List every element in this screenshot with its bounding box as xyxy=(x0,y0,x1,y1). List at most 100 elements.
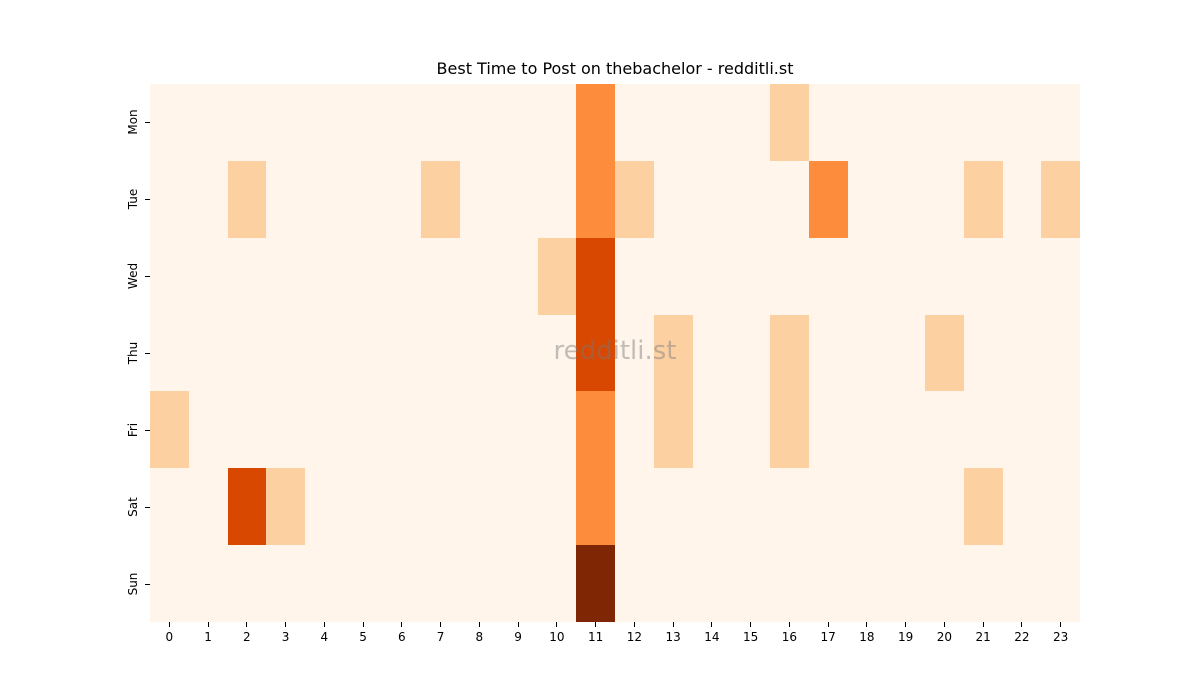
heatmap-cell xyxy=(266,468,305,546)
x-tick-label: 16 xyxy=(781,630,798,644)
heatmap-cell xyxy=(305,160,344,238)
x-tick: 19 xyxy=(886,622,926,644)
heatmap-cell xyxy=(188,545,228,622)
heatmap-cell xyxy=(963,314,1003,392)
heatmap-cell xyxy=(1002,84,1042,161)
heatmap-cell xyxy=(653,237,693,315)
heatmap-cell xyxy=(770,545,809,622)
y-tick-label: Sun xyxy=(126,572,140,595)
heatmap-cell xyxy=(537,237,577,315)
heatmap-cell xyxy=(1041,545,1080,622)
heatmap-cell xyxy=(692,84,732,161)
x-tick: 6 xyxy=(382,622,422,644)
heatmap-cell xyxy=(498,468,538,546)
heatmap-cell xyxy=(382,314,422,392)
heatmap-cell xyxy=(266,84,305,161)
heatmap-cell xyxy=(305,84,344,161)
x-tick: 2 xyxy=(227,622,267,644)
heatmap-cell xyxy=(847,468,887,546)
x-tick-label: 21 xyxy=(975,630,991,644)
heatmap-cell xyxy=(460,391,499,469)
y-tick: Tue xyxy=(110,189,150,210)
x-tick: 18 xyxy=(847,622,887,644)
y-tick: Sat xyxy=(110,497,150,517)
x-tick: 22 xyxy=(1002,622,1042,644)
heatmap-cell xyxy=(421,84,460,161)
x-tick: 1 xyxy=(188,622,228,644)
x-tick-label: 9 xyxy=(514,630,522,644)
heatmap-cell xyxy=(731,391,770,469)
heatmap-cell xyxy=(886,391,925,469)
heatmap-cell xyxy=(1041,391,1080,469)
heatmap-cell xyxy=(150,391,189,469)
heatmap-cell xyxy=(421,391,460,469)
x-tick-label: 5 xyxy=(359,630,367,644)
heatmap-cell xyxy=(305,237,344,315)
heatmap-cell xyxy=(731,314,770,392)
heatmap-cell xyxy=(770,160,809,238)
heatmap-cell xyxy=(576,545,615,622)
heatmap-cell xyxy=(963,84,1003,161)
heatmap-cell xyxy=(150,468,189,546)
x-tick: 20 xyxy=(924,622,964,644)
heatmap-cell xyxy=(343,391,383,469)
heatmap-cell xyxy=(808,314,848,392)
heatmap-cell xyxy=(1002,314,1042,392)
heatmap-cell xyxy=(305,468,344,546)
heatmap-cell xyxy=(731,84,770,161)
heatmap-cell xyxy=(963,468,1003,546)
x-tick-label: 12 xyxy=(626,630,643,644)
heatmap-cell xyxy=(343,468,383,546)
heatmap-cell xyxy=(692,391,732,469)
heatmap-cell xyxy=(266,160,305,238)
heatmap-cell xyxy=(615,468,654,546)
heatmap-cell xyxy=(1041,468,1080,546)
heatmap-cell xyxy=(382,391,422,469)
heatmap-cell xyxy=(847,391,887,469)
x-tick: 8 xyxy=(459,622,499,644)
x-tick-label: 2 xyxy=(243,630,251,644)
heatmap-cell xyxy=(886,545,925,622)
heatmap-cell xyxy=(227,391,267,469)
x-tick-label: 6 xyxy=(398,630,406,644)
x-tick-label: 0 xyxy=(165,630,174,644)
x-tick: 10 xyxy=(537,622,577,644)
heatmap-cell xyxy=(188,84,228,161)
heatmap-cell xyxy=(615,84,654,161)
heatmap-cell xyxy=(421,160,460,238)
x-tick-label: 17 xyxy=(820,630,836,644)
x-tick-label: 19 xyxy=(897,630,914,644)
heatmap-cell xyxy=(188,237,228,315)
heatmap-cell xyxy=(925,237,964,315)
heatmap-cell xyxy=(150,84,189,161)
heatmap-grid xyxy=(150,84,1080,622)
heatmap-cell xyxy=(1002,545,1042,622)
heatmap-cell xyxy=(808,237,848,315)
heatmap-cell xyxy=(382,84,422,161)
x-tick-label: 15 xyxy=(742,630,759,644)
y-tick-label: Thu xyxy=(126,341,140,365)
heatmap-cell xyxy=(615,237,654,315)
heatmap-cell xyxy=(150,545,189,622)
y-tick-label: Sat xyxy=(126,496,140,517)
heatmap-cell xyxy=(576,160,615,238)
heatmap-cell xyxy=(382,468,422,546)
heatmap-cell xyxy=(653,545,693,622)
heatmap-cell xyxy=(886,314,925,392)
x-tick: 7 xyxy=(421,622,461,644)
heatmap-cell xyxy=(498,237,538,315)
heatmap-cell xyxy=(188,314,228,392)
heatmap-cell xyxy=(653,84,693,161)
heatmap-cell xyxy=(227,160,267,238)
heatmap-cell xyxy=(925,160,964,238)
y-tick-label: Tue xyxy=(126,189,140,210)
heatmap-cell xyxy=(1002,468,1042,546)
heatmap-cell xyxy=(227,237,267,315)
heatmap-cell xyxy=(963,237,1003,315)
heatmap-cell xyxy=(653,468,693,546)
heatmap-cell xyxy=(1041,84,1080,161)
heatmap-cell xyxy=(731,237,770,315)
heatmap-cell xyxy=(460,314,499,392)
heatmap-cell xyxy=(925,84,964,161)
heatmap-cell xyxy=(421,237,460,315)
